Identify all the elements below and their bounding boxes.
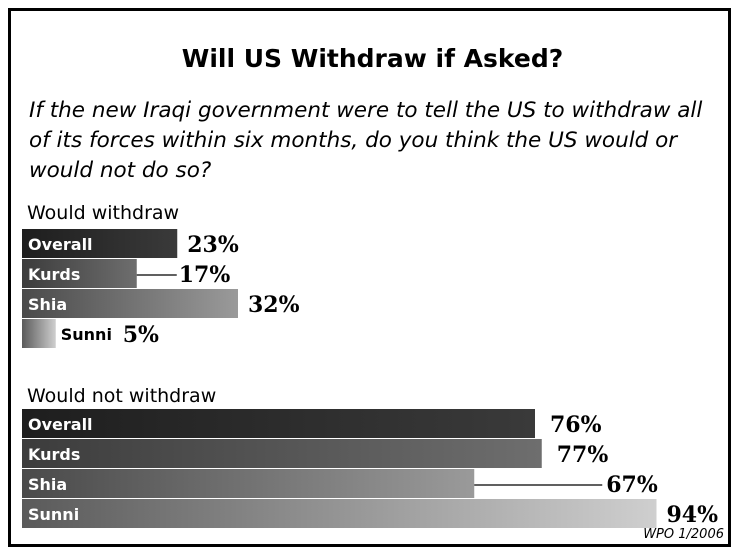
value-label: 5% bbox=[123, 322, 159, 348]
bar-overall bbox=[22, 409, 535, 438]
survey-question: If the new Iraqi government were to tell… bbox=[29, 98, 703, 183]
chart-title: Will US Withdraw if Asked? bbox=[181, 44, 564, 73]
source-note: WPO 1/2006 bbox=[643, 527, 724, 542]
value-label: 77% bbox=[557, 442, 609, 468]
category-label: Sunni bbox=[61, 325, 112, 344]
bar-shia bbox=[22, 469, 475, 498]
group-header: Would not withdraw bbox=[27, 385, 216, 407]
value-label: 76% bbox=[550, 412, 602, 438]
value-label: 94% bbox=[667, 502, 719, 528]
value-label: 23% bbox=[187, 232, 239, 258]
category-label: Shia bbox=[28, 475, 67, 494]
bar-kurds bbox=[22, 259, 137, 288]
category-label: Shia bbox=[28, 295, 67, 314]
value-label: 32% bbox=[248, 292, 300, 318]
bar-sunni bbox=[22, 499, 657, 528]
bar-shia bbox=[22, 289, 238, 318]
value-label: 67% bbox=[606, 472, 658, 498]
bar-overall bbox=[22, 229, 178, 258]
bar-kurds bbox=[22, 439, 542, 468]
category-label: Overall bbox=[28, 235, 93, 254]
bar-sunni bbox=[22, 319, 56, 348]
category-label: Kurds bbox=[28, 265, 80, 284]
value-label: 17% bbox=[179, 262, 231, 288]
category-label: Overall bbox=[28, 415, 93, 434]
category-label: Kurds bbox=[28, 445, 80, 464]
group-header: Would withdraw bbox=[27, 202, 179, 224]
category-label: Sunni bbox=[28, 505, 79, 524]
